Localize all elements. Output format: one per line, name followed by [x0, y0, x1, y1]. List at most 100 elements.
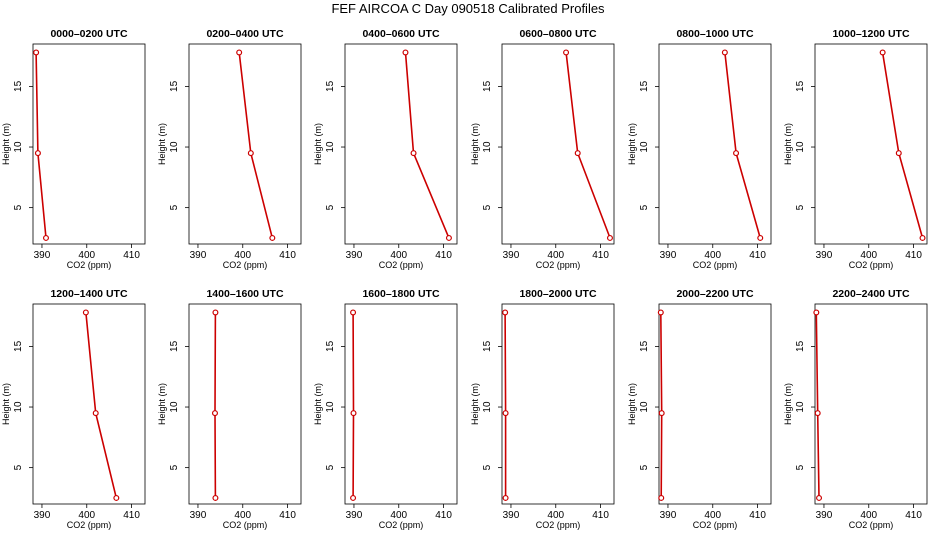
x-tick-label: 410	[123, 250, 140, 261]
y-tick-label: 15	[325, 80, 336, 92]
data-point	[82, 309, 89, 316]
panel-title: 2200–2400 UTC	[832, 288, 909, 300]
data-point	[410, 150, 417, 157]
y-tick-label: 10	[795, 141, 806, 153]
x-tick-label: 390	[346, 510, 363, 521]
x-tick-label: 410	[123, 510, 140, 521]
y-axis-label: Height (m)	[470, 383, 480, 425]
plot-frame	[344, 303, 458, 505]
panel-title: 0400–0600 UTC	[362, 28, 439, 40]
data-point	[269, 234, 276, 241]
y-tick-label: 5	[13, 464, 24, 470]
panel-title: 0800–1000 UTC	[676, 28, 753, 40]
profile-line	[238, 52, 274, 239]
profile-line	[35, 52, 47, 238]
y-tick-label: 10	[795, 401, 806, 413]
profile-line	[404, 52, 450, 239]
x-tick-label: 390	[503, 250, 520, 261]
y-axis-label: Height (m)	[313, 383, 323, 425]
x-tick-label: 400	[860, 250, 877, 261]
profile-line	[815, 312, 820, 498]
x-axis-label: CO2 (ppm)	[67, 520, 112, 530]
x-tick-label: 400	[547, 510, 564, 521]
x-axis-label: CO2 (ppm)	[379, 520, 424, 530]
profile-line	[85, 312, 118, 499]
panel-title: 1000–1200 UTC	[832, 28, 909, 40]
x-tick-label: 390	[660, 250, 677, 261]
panel-title: 2000–2200 UTC	[676, 288, 753, 300]
data-point	[34, 150, 41, 157]
x-axis-label: CO2 (ppm)	[693, 260, 738, 270]
y-tick-label: 5	[482, 464, 493, 470]
profile-panel: 1600–1800 UTC 390 400 410 CO2 (ppm) 5 10 15 Heig…	[313, 288, 458, 530]
profile-line	[660, 312, 663, 498]
y-tick-label: 15	[639, 80, 650, 92]
x-tick-label: 390	[346, 250, 363, 261]
data-point	[350, 309, 357, 316]
profile-panel: 2200–2400 UTC 390 400 410 CO2 (ppm) 5 10 15 Heig…	[783, 288, 928, 530]
x-tick-label: 410	[905, 250, 922, 261]
y-tick-label: 5	[169, 204, 180, 210]
x-tick-label: 400	[390, 510, 407, 521]
x-tick-label: 400	[234, 510, 251, 521]
y-tick-label: 10	[639, 141, 650, 153]
x-tick-label: 390	[34, 510, 51, 521]
y-tick-label: 10	[169, 401, 180, 413]
profile-line	[565, 52, 611, 239]
x-tick-label: 400	[704, 250, 721, 261]
x-tick-label: 410	[592, 510, 609, 521]
panel-title: 1400–1600 UTC	[206, 288, 283, 300]
y-tick-label: 10	[169, 141, 180, 153]
data-point	[92, 410, 99, 417]
y-axis-label: Height (m)	[627, 123, 637, 165]
data-point	[445, 234, 452, 241]
x-tick-label: 410	[905, 510, 922, 521]
panel-title: 1600–1800 UTC	[362, 288, 439, 300]
y-tick-label: 15	[795, 80, 806, 92]
y-tick-label: 10	[482, 401, 493, 413]
x-axis-label: CO2 (ppm)	[536, 520, 581, 530]
x-tick-label: 410	[435, 250, 452, 261]
data-point	[212, 309, 219, 316]
y-tick-label: 5	[325, 464, 336, 470]
y-axis-label: Height (m)	[627, 383, 637, 425]
x-tick-label: 410	[749, 510, 766, 521]
x-tick-label: 410	[592, 250, 609, 261]
y-axis-label: Height (m)	[783, 123, 793, 165]
x-tick-label: 390	[34, 250, 51, 261]
profile-panel: 0400–0600 UTC 390 400 410 CO2 (ppm) 5 10 15 Heig…	[313, 28, 458, 270]
profile-line	[881, 52, 924, 239]
plot-frame	[501, 303, 615, 505]
data-point	[350, 410, 357, 417]
profile-panel: 0200–0400 UTC 390 400 410 CO2 (ppm) 5 10 15 Heig…	[157, 28, 302, 270]
y-axis-label: Height (m)	[1, 123, 11, 165]
plot-frame	[188, 303, 302, 505]
y-axis-label: Height (m)	[1, 383, 11, 425]
data-point	[502, 309, 509, 316]
data-point	[919, 234, 926, 241]
panel-title: 0600–0800 UTC	[519, 28, 596, 40]
data-point	[658, 410, 665, 417]
profile-panel: 1000–1200 UTC 390 400 410 CO2 (ppm) 5 10 15 Heig…	[783, 28, 928, 270]
panel-title: 0200–0400 UTC	[206, 28, 283, 40]
x-axis-label: CO2 (ppm)	[849, 260, 894, 270]
data-point	[757, 234, 764, 241]
x-tick-label: 410	[279, 250, 296, 261]
y-axis-label: Height (m)	[157, 123, 167, 165]
y-tick-label: 15	[13, 80, 24, 92]
profile-panel: 0800–1000 UTC 390 400 410 CO2 (ppm) 5 10 15 Heig…	[627, 28, 772, 270]
y-axis-label: Height (m)	[157, 383, 167, 425]
profile-panel: 1800–2000 UTC 390 400 410 CO2 (ppm) 5 10 15 Heig…	[470, 288, 615, 530]
y-tick-label: 10	[13, 141, 24, 153]
y-tick-label: 5	[169, 464, 180, 470]
x-tick-label: 400	[860, 510, 877, 521]
y-tick-label: 10	[325, 141, 336, 153]
page-title: FEF AIRCOA C Day 090518 Calibrated Profi…	[331, 1, 605, 16]
plot-frame	[501, 43, 615, 245]
data-point	[813, 309, 820, 316]
data-point	[816, 494, 823, 501]
data-point	[211, 410, 218, 417]
x-axis-label: CO2 (ppm)	[223, 260, 268, 270]
x-tick-label: 410	[435, 510, 452, 521]
data-point	[212, 494, 219, 501]
